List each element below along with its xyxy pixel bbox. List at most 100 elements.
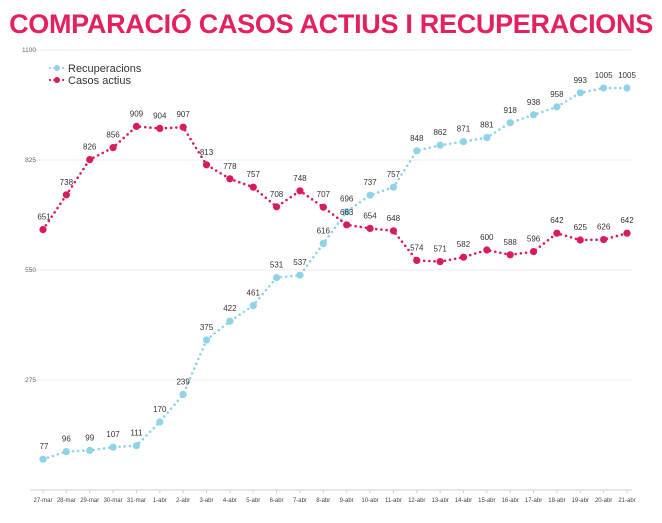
data-label: 626 [597,223,611,232]
data-point [249,183,257,191]
data-point [436,141,444,149]
data-point [366,191,374,199]
y-tick-label: 550 [25,267,36,274]
data-label: 663 [340,208,354,217]
data-point [132,122,141,130]
data-point [132,442,141,450]
data-point [179,390,187,398]
data-point [226,175,234,183]
data-point [436,258,444,266]
data-point [483,134,491,142]
data-point [413,256,421,264]
x-tick-label: 15-abr [478,498,495,504]
data-label: 616 [317,227,331,236]
data-label: 848 [410,134,424,143]
x-tick-label: 14-abr [455,498,472,504]
data-point [389,183,397,191]
data-point [553,229,561,237]
data-label: 96 [62,435,71,444]
x-tick-label: 21-abr [618,498,635,504]
data-label: 1005 [595,71,613,80]
legend-label: Recuperacions [68,63,142,75]
data-label: 99 [85,433,94,442]
x-tick-label: 3-abr [200,498,214,504]
data-label: 826 [83,143,97,152]
y-axis: 275 550 825 1100 [22,47,36,384]
series-layer [39,84,631,463]
data-point [319,240,327,248]
data-point [296,187,304,195]
y-tick-label: 1100 [22,47,36,54]
data-label: 642 [620,216,634,225]
x-tick-label: 30-mar [104,498,123,504]
data-label: 531 [270,261,284,270]
data-label: 993 [574,76,588,85]
x-tick-label: 2-abr [176,498,190,504]
data-label: 907 [176,110,190,119]
data-label: 958 [550,90,564,99]
data-label: 571 [433,245,447,254]
data-point [273,203,281,211]
data-label: 111 [130,429,143,438]
x-tick-label: 1-abr [153,498,167,504]
data-label: 642 [550,216,564,225]
data-label: 107 [106,430,120,439]
data-label: 596 [527,235,541,244]
data-label: 909 [130,109,144,118]
data-label: 748 [293,174,307,183]
data-label: 938 [527,98,541,107]
data-label: 1005 [618,71,636,80]
data-label: 918 [504,106,518,115]
data-label: 625 [574,223,588,232]
data-point [600,236,608,244]
data-label: 696 [340,195,354,204]
data-point [389,227,397,235]
data-point [343,221,351,229]
data-point [623,84,631,92]
gridlines [30,49,632,381]
data-label: 654 [363,211,377,220]
legend-label: Casos actius [68,75,131,87]
data-point [226,317,234,325]
data-point [86,446,94,454]
x-tick-label: 19-abr [572,498,589,504]
data-point [600,84,608,92]
data-point [156,124,164,132]
data-point [179,123,187,131]
data-point [249,302,257,310]
x-tick-label: 11-abr [385,498,402,504]
x-tick-label: 12-abr [408,498,425,504]
data-label: 537 [293,258,307,267]
data-point [109,144,117,152]
x-tick-label: 28-mar [57,498,76,504]
data-label: 813 [200,148,214,157]
data-point [202,336,211,344]
data-label: 422 [223,304,237,313]
x-tick-label: 29-mar [80,498,99,504]
data-point [109,443,117,451]
data-point [413,147,421,155]
data-label: 588 [504,238,518,247]
data-label: 582 [457,240,471,249]
data-label: 778 [223,162,237,171]
y-tick-label: 825 [25,157,36,164]
data-point [529,111,538,119]
legend-swatch-marker [54,77,60,83]
data-label: 170 [153,405,167,414]
data-point [459,253,468,261]
data-point [202,161,211,169]
data-point [483,246,491,254]
data-label: 737 [363,178,377,187]
data-label: 738 [60,178,74,187]
chart-title: COMPARACIÓ CASOS ACTIUS I RECUPERACIONS [9,9,653,39]
data-point [296,271,304,279]
data-point [623,229,631,237]
data-label: 757 [387,170,401,179]
data-point [506,251,514,259]
x-tick-label: 27-mar [33,498,52,504]
data-point [319,203,327,211]
data-point [576,89,584,97]
data-point [459,138,468,146]
data-label: 461 [247,289,261,298]
